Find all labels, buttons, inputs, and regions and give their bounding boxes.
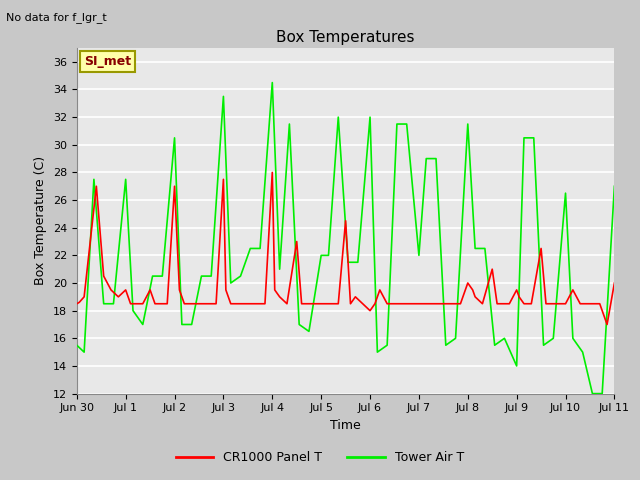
Text: SI_met: SI_met bbox=[84, 55, 131, 68]
Legend: CR1000 Panel T, Tower Air T: CR1000 Panel T, Tower Air T bbox=[171, 446, 469, 469]
X-axis label: Time: Time bbox=[330, 419, 361, 432]
Title: Box Temperatures: Box Temperatures bbox=[276, 30, 415, 46]
Text: No data for f_lgr_t: No data for f_lgr_t bbox=[6, 12, 107, 23]
Y-axis label: Box Temperature (C): Box Temperature (C) bbox=[35, 156, 47, 286]
